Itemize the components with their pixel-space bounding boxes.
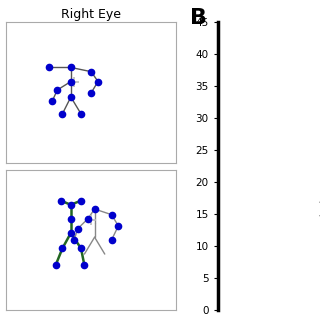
Y-axis label: Predominance (%): Predominance (%) [318, 115, 320, 218]
Text: Right Eye: Right Eye [61, 8, 121, 21]
Text: B: B [190, 8, 207, 28]
